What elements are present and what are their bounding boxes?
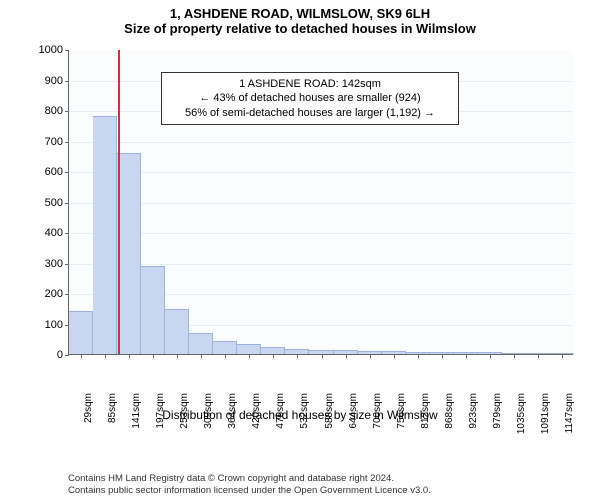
y-tick-label: 300 bbox=[29, 258, 63, 270]
x-tick-mark bbox=[562, 354, 563, 358]
highlight-line bbox=[118, 50, 120, 354]
x-tick-mark bbox=[81, 354, 82, 358]
y-tick-mark bbox=[65, 203, 69, 204]
footer-attribution: Contains HM Land Registry data © Crown c… bbox=[68, 473, 431, 496]
histogram-bar bbox=[141, 266, 165, 354]
y-tick-mark bbox=[65, 142, 69, 143]
y-tick-mark bbox=[65, 355, 69, 356]
gridline bbox=[69, 264, 573, 265]
gridline bbox=[69, 172, 573, 173]
annotation-box: 1 ASHDENE ROAD: 142sqm← 43% of detached … bbox=[161, 72, 459, 125]
histogram-bar bbox=[165, 309, 189, 354]
x-tick-mark bbox=[105, 354, 106, 358]
gridline bbox=[69, 142, 573, 143]
y-tick-mark bbox=[65, 50, 69, 51]
x-tick-mark bbox=[153, 354, 154, 358]
annotation-line1: 1 ASHDENE ROAD: 142sqm bbox=[170, 77, 450, 91]
x-axis-label: Distribution of detached houses by size … bbox=[0, 408, 600, 422]
x-tick-mark bbox=[129, 354, 130, 358]
y-tick-mark bbox=[65, 172, 69, 173]
y-tick-label: 500 bbox=[29, 197, 63, 209]
y-tick-label: 200 bbox=[29, 288, 63, 300]
x-tick-mark bbox=[538, 354, 539, 358]
x-tick-mark bbox=[177, 354, 178, 358]
histogram-bar bbox=[237, 344, 261, 354]
x-tick-mark bbox=[249, 354, 250, 358]
x-tick-mark bbox=[442, 354, 443, 358]
gridline bbox=[69, 233, 573, 234]
histogram-bar bbox=[261, 347, 285, 354]
gridline bbox=[69, 203, 573, 204]
x-tick-mark bbox=[322, 354, 323, 358]
x-tick-mark bbox=[418, 354, 419, 358]
x-tick-mark bbox=[370, 354, 371, 358]
y-tick-mark bbox=[65, 294, 69, 295]
plot-area: 0100200300400500600700800900100029sqm85s… bbox=[68, 50, 573, 355]
histogram-bar bbox=[189, 333, 213, 354]
x-tick-mark bbox=[346, 354, 347, 358]
y-tick-label: 0 bbox=[29, 349, 63, 361]
x-tick-mark bbox=[514, 354, 515, 358]
y-tick-mark bbox=[65, 233, 69, 234]
x-tick-mark bbox=[225, 354, 226, 358]
y-tick-label: 600 bbox=[29, 166, 63, 178]
x-tick-mark bbox=[273, 354, 274, 358]
y-tick-mark bbox=[65, 81, 69, 82]
x-tick-mark bbox=[297, 354, 298, 358]
y-tick-label: 700 bbox=[29, 136, 63, 148]
histogram-bar bbox=[69, 311, 93, 354]
annotation-line3: 56% of semi-detached houses are larger (… bbox=[170, 106, 450, 120]
x-tick-mark bbox=[466, 354, 467, 358]
y-tick-label: 1000 bbox=[29, 44, 63, 56]
y-tick-label: 400 bbox=[29, 227, 63, 239]
footer-line1: Contains HM Land Registry data © Crown c… bbox=[68, 473, 431, 484]
histogram-bar bbox=[117, 153, 141, 354]
footer-line2: Contains public sector information licen… bbox=[68, 485, 431, 496]
chart-container: Number of detached properties 0100200300… bbox=[0, 40, 600, 440]
y-tick-label: 900 bbox=[29, 75, 63, 87]
y-tick-mark bbox=[65, 111, 69, 112]
y-tick-mark bbox=[65, 264, 69, 265]
histogram-bar bbox=[213, 341, 237, 354]
y-tick-label: 100 bbox=[29, 319, 63, 331]
y-tick-label: 800 bbox=[29, 105, 63, 117]
annotation-line2: ← 43% of detached houses are smaller (92… bbox=[170, 91, 450, 105]
histogram-bar bbox=[93, 116, 117, 354]
x-tick-mark bbox=[394, 354, 395, 358]
x-tick-mark bbox=[490, 354, 491, 358]
x-tick-mark bbox=[201, 354, 202, 358]
page-subtitle: Size of property relative to detached ho… bbox=[0, 21, 600, 36]
page-address: 1, ASHDENE ROAD, WILMSLOW, SK9 6LH bbox=[0, 6, 600, 21]
